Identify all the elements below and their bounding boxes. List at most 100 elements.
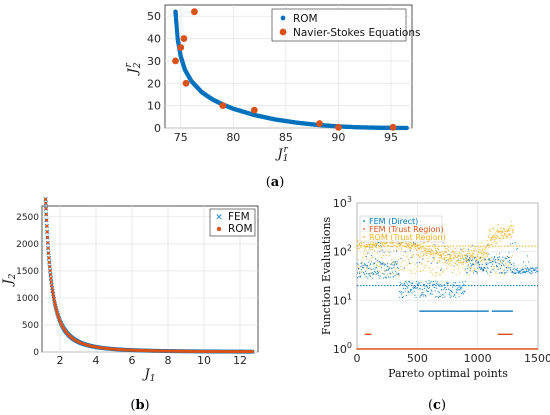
panel-c-rom-trust-point — [462, 263, 465, 265]
panel-c-fem-direct-point — [466, 254, 468, 256]
panel-c-fem-direct-point — [453, 293, 455, 295]
panel-c-fem-direct-point — [455, 291, 457, 293]
panel-c-rom-trust-point — [497, 231, 499, 233]
panel-c-fem-direct-point — [379, 275, 381, 277]
panel-c-fem-direct-point — [428, 287, 430, 290]
panel-c-fem-direct-point — [449, 289, 451, 292]
panel-a-ns-point — [219, 102, 227, 110]
panel-c-fem-direct-point — [435, 296, 437, 298]
panel-c-fem-direct-point — [471, 260, 473, 262]
panel-c-fem-direct-point — [477, 267, 479, 269]
panel-c-fem-direct-point — [419, 296, 421, 298]
panel-c-rom-trust-point — [378, 247, 380, 249]
panel-c-rom-trust-point — [376, 242, 378, 244]
panel-c-fem-direct-point — [411, 288, 413, 291]
panel-c-fem-direct-point — [388, 268, 390, 270]
panel-a-legend-rom-label: ROM — [293, 13, 318, 25]
panel-c-fem-direct-point — [530, 268, 532, 270]
panel-c-rom-trust-point — [444, 261, 446, 263]
panel-c-fem-direct-point — [375, 244, 377, 246]
panel-c-fem-direct-point — [489, 262, 491, 264]
panel-c-rom-trust-point — [358, 264, 360, 267]
panel-c-rom-trust-point — [443, 269, 445, 271]
panel-c-rom-trust-point — [368, 264, 370, 267]
panel-c-rom-trust-point — [391, 262, 394, 264]
panel-c-fem-direct-point — [498, 256, 500, 258]
panel-c-fem-direct-point — [404, 287, 407, 290]
panel-c-rom-trust-point — [509, 233, 511, 235]
panel-c-rom-trust-point — [462, 262, 464, 264]
panel-c-fem-direct-point — [411, 292, 413, 294]
panel-c-fem-direct-point — [475, 259, 477, 262]
panel-c-rom-trust-point — [439, 273, 441, 275]
panel-c-fem-direct-point — [477, 263, 479, 265]
panel-c-rom-trust-point — [462, 250, 464, 252]
panel-c-rom-trust-point — [502, 235, 504, 238]
panel-c-fem-direct-point — [398, 290, 400, 293]
panel-c-fem-direct-point — [499, 268, 501, 270]
panel-c-rom-trust-point — [452, 256, 454, 258]
panel-c-rom-trust-point — [492, 266, 494, 268]
panel-c-rom-trust-point — [406, 242, 408, 245]
panel-b-x-tick-label: 12 — [233, 354, 247, 367]
panel-c-fem-direct-point — [500, 260, 502, 262]
panel-c-rom-trust-point — [449, 255, 451, 257]
panel-c-fem-direct-point — [461, 293, 463, 295]
panel-c-rom-trust-point — [376, 264, 378, 266]
panel-c-fem-direct-point — [359, 271, 361, 273]
panel-c-fem-direct-point — [484, 258, 486, 260]
panel-c-rom-trust-point — [463, 259, 465, 261]
panel-c-rom-trust-point — [490, 230, 492, 233]
panel-a-ns-point — [250, 106, 258, 114]
panel-c-rom-trust-point — [462, 266, 464, 268]
panel-c-fem-direct-point — [382, 273, 384, 275]
panel-c-rom-trust-point — [399, 269, 401, 272]
panel-c-rom-trust-point — [416, 271, 418, 273]
panel-c-fem-direct-point — [369, 272, 371, 274]
panel-c-rom-trust-point — [419, 248, 421, 250]
panel-c-rom-trust-point — [448, 258, 450, 261]
panel-a-legend-box — [271, 8, 407, 42]
panel-c-rom-trust-point — [507, 230, 509, 232]
panel-c-fem-direct-point — [534, 269, 536, 271]
panel-c-rom-trust-point — [494, 272, 496, 274]
panel-c-rom-trust-point — [373, 243, 375, 245]
panel-c-rom-trust-point — [503, 228, 505, 230]
panel-c-fem-direct-point — [474, 256, 476, 258]
panel-c-rom-trust-point — [455, 274, 457, 276]
panel-c-fem-direct-point — [532, 267, 534, 269]
panel-c-rom-trust-point — [490, 244, 493, 246]
panel-c-rom-trust-point — [438, 255, 441, 257]
panel-c-fem-direct-point — [361, 261, 363, 263]
panel-c-rom-trust-point — [425, 255, 428, 257]
panel-b-y-tick-label: 500 — [22, 321, 39, 331]
panel-c-fem-direct-point — [514, 271, 516, 273]
panel-c-fem-direct-point — [416, 283, 418, 285]
panel-c-rom-trust-point — [381, 247, 383, 249]
panel-c-fem-direct-point — [524, 267, 526, 269]
panel-c-fem-direct-point — [479, 263, 481, 265]
panel-c-rom-trust-point — [449, 257, 451, 260]
panel-c-fem-direct-point — [531, 272, 533, 274]
panel-c-fem-direct-point — [504, 269, 506, 271]
panel-c-fem-direct-point — [486, 262, 488, 264]
panel-c-legend-fem-direct-marker — [363, 220, 365, 222]
panel-c-fem-direct-point — [412, 286, 414, 289]
panel-c-rom-trust-point — [441, 257, 443, 259]
panel-c-rom-trust-point — [505, 263, 507, 265]
panel-c-fem-direct-point — [442, 296, 444, 298]
panel-c-rom-trust-point — [389, 255, 391, 257]
panel-c-fem-direct-point — [483, 267, 485, 269]
panel-c-rom-trust-point — [489, 229, 491, 231]
panel-c-rom-trust-point — [421, 262, 423, 264]
panel-c-fem-direct-point — [358, 276, 360, 278]
panel-c-rom-trust-point — [370, 246, 372, 248]
panel-c-rom-trust-point — [422, 242, 424, 244]
panel-c-fem-direct-point — [506, 256, 508, 258]
panel-b-legend-fem-label: FEM — [228, 211, 250, 223]
panel-c-fem-direct-point — [400, 257, 402, 259]
panel-c-fem-direct-point — [364, 273, 366, 275]
panel-c-fem-direct-point — [536, 267, 538, 269]
panel-c-rom-trust-point — [430, 249, 432, 251]
panel-c-fem-direct-point — [429, 282, 431, 284]
